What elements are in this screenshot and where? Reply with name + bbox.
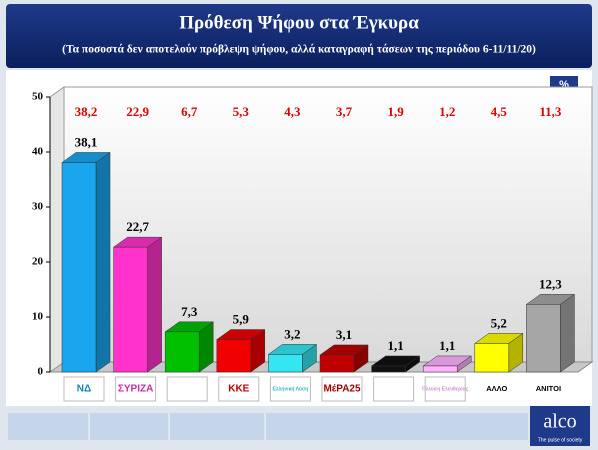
category-logo	[63, 376, 105, 402]
comparison-label: 5,3	[233, 104, 250, 119]
bar	[216, 339, 252, 373]
bar	[474, 343, 510, 373]
comparison-label: 6,7	[181, 104, 198, 119]
bar-side	[147, 236, 162, 373]
category-logo	[115, 376, 157, 402]
comparison-label: 4,3	[284, 104, 301, 119]
unit-badge: %	[559, 79, 569, 91]
footer-tab	[266, 413, 528, 440]
y-tick-label: 50	[32, 91, 44, 103]
bar-side	[560, 293, 575, 373]
footer-tab	[90, 413, 168, 440]
value-label: 3,1	[336, 327, 352, 342]
value-label: 12,3	[539, 276, 562, 291]
header	[6, 4, 592, 68]
x-tick-label: ΑΛΛΟ	[486, 384, 507, 393]
comparison-label: 1,9	[387, 104, 404, 119]
footer-tab	[8, 413, 88, 440]
category-logo	[166, 376, 208, 402]
x-tick-label: ΜέΡΑ25	[323, 384, 361, 395]
bar	[371, 365, 406, 373]
value-label: 38,1	[75, 134, 98, 149]
y-tick-label: 40	[32, 146, 44, 158]
value-label: 1,1	[387, 338, 403, 353]
x-tick-label: ΑΝΙΤΟΙ	[536, 384, 561, 393]
x-tick-label: ΚΚΕ	[228, 384, 249, 395]
comparison-label: 1,2	[439, 104, 455, 119]
value-label: 5,9	[233, 312, 250, 327]
y-tick-label: 10	[32, 311, 44, 323]
value-label: 5,2	[491, 315, 507, 330]
comparison-label: 11,3	[539, 104, 562, 119]
x-tick-label: Ελληνική Λύση	[272, 386, 308, 392]
y-tick-label: 30	[32, 201, 44, 213]
bar	[61, 162, 97, 373]
category-logo	[424, 376, 466, 402]
bar-side	[95, 151, 111, 373]
brand-tagline: The pulse of society	[538, 437, 583, 443]
bar	[268, 354, 303, 373]
y-tick-label: 20	[32, 256, 44, 268]
bar	[526, 304, 561, 373]
value-label: 3,2	[284, 326, 300, 341]
chart-title: Πρόθεση Ψήφου στα Έγκυρα	[179, 12, 419, 33]
brand: alco	[543, 411, 576, 433]
chart-subtitle: (Τα ποσοστά δεν αποτελούν πρόβλεψη ψήφου…	[62, 43, 536, 56]
bar	[113, 246, 148, 373]
brand-box	[530, 406, 590, 446]
y-tick-label: 0	[38, 366, 44, 378]
x-tick-label: ΝΔ	[77, 384, 91, 395]
category-logo	[321, 376, 363, 402]
category-logo	[373, 376, 415, 402]
value-label: 1,1	[439, 338, 455, 353]
category-logo	[218, 376, 260, 402]
comparison-label: 38,2	[75, 104, 98, 119]
value-label: 7,3	[181, 304, 198, 319]
value-label: 22,7	[126, 219, 149, 234]
comparison-label: 22,9	[126, 104, 149, 119]
bar	[164, 331, 200, 373]
comparison-label: 4,5	[491, 104, 508, 119]
bar	[319, 354, 355, 373]
bar	[422, 365, 458, 373]
comparison-label: 3,7	[336, 104, 353, 119]
x-tick-label: ΣΥΡΙΖΑ	[118, 384, 153, 395]
category-logo	[269, 376, 311, 402]
x-tick-label: Πλεύση Ελευθερίας	[422, 386, 469, 392]
footer-tab	[170, 413, 264, 440]
